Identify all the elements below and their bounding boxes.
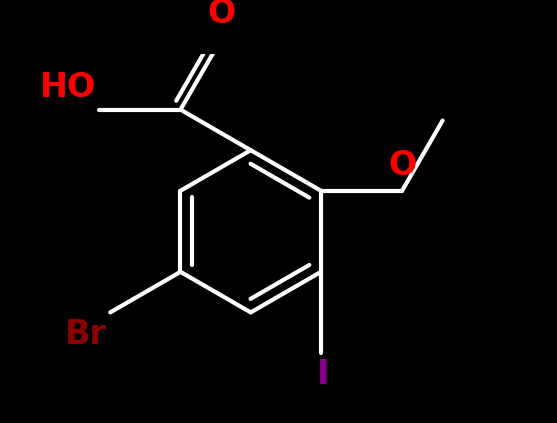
Text: HO: HO (40, 71, 96, 104)
Text: I: I (316, 358, 329, 391)
Text: Br: Br (65, 318, 106, 351)
Text: O: O (207, 0, 235, 30)
Text: O: O (388, 148, 416, 181)
